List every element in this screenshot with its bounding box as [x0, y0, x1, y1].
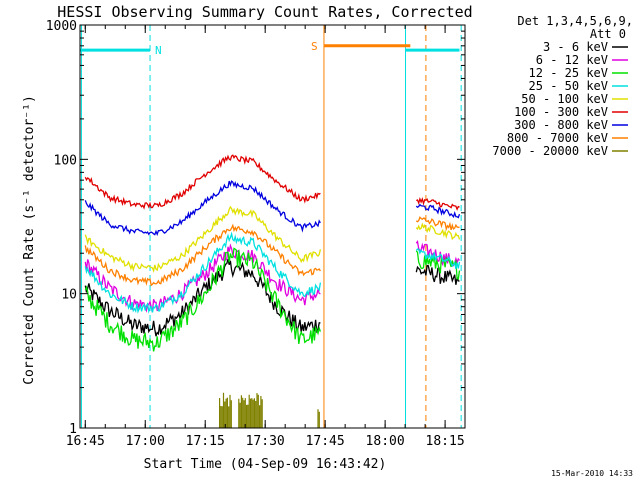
legend-label-7: 800 - 7000 keV [507, 131, 608, 145]
series-line-4-seg-0 [84, 205, 322, 273]
series-line-3-seg-0 [84, 231, 322, 314]
x-tick-label-6: 18:15 [426, 434, 465, 449]
series-line-3-seg-1 [415, 248, 461, 270]
legend-label-0: 3 - 6 keV [543, 40, 608, 54]
series-line-0-seg-0 [84, 259, 321, 337]
plot-timestamp: 15-Mar-2010 14:33 [551, 469, 633, 478]
y-tick-label-3: 1000 [46, 19, 77, 34]
x-tick-label-0: 16:45 [66, 434, 105, 449]
series-line-2-seg-0 [84, 247, 322, 352]
x-tick-label-2: 17:15 [186, 434, 225, 449]
axes: 16:45 17:00 17:15 17:30 17:45 18:00 18:15 1 10 10… [46, 19, 466, 449]
series-line-0-seg-1 [415, 264, 460, 285]
y-tick-label-0: 1 [69, 422, 77, 437]
orbit-label-1: S [311, 40, 318, 53]
legend-label-4: 50 - 100 keV [521, 92, 608, 106]
series-line-5-seg-1 [416, 196, 460, 211]
orbit-label-0: N [155, 44, 162, 57]
series-line-6-seg-0 [84, 180, 321, 237]
x-axis-label: Start Time (04-Sep-09 16:43:42) [144, 457, 387, 472]
y-tick-label-2: 100 [54, 153, 77, 168]
y-axis-label: Corrected Count Rate (s⁻¹ detector⁻¹) [22, 95, 37, 385]
plot-frame [79, 24, 466, 429]
series-line-7-seg-0 [84, 223, 321, 287]
x-tick-label-4: 17:45 [306, 434, 345, 449]
legend-header-line1: Det 1,3,4,5,6,9, [517, 14, 633, 28]
chart-title: HESSI Observing Summary Count Rates, Cor… [57, 3, 472, 21]
legend-label-6: 300 - 800 keV [514, 118, 608, 132]
legend-label-2: 12 - 25 keV [529, 66, 608, 80]
legend-header-line2: Att 0 [590, 27, 626, 41]
series-line-2-seg-1 [415, 250, 461, 280]
y-tick-label-1: 10 [61, 288, 77, 303]
x-tick-label-1: 17:00 [126, 434, 165, 449]
x-tick-label-5: 18:00 [366, 434, 405, 449]
series-line-6-seg-1 [415, 203, 461, 219]
series-line-1-seg-0 [84, 243, 321, 313]
x-tick-label-3: 17:30 [246, 434, 285, 449]
legend-label-5: 100 - 300 keV [514, 105, 608, 119]
series-line-4-seg-1 [415, 222, 461, 241]
burst-1 [238, 393, 263, 428]
series-line-5-seg-0 [84, 154, 321, 210]
series-group [84, 154, 461, 428]
burst-2 [317, 409, 320, 428]
burst-0 [219, 392, 232, 428]
legend-label-3: 25 - 50 keV [529, 79, 608, 93]
series-line-7-seg-1 [415, 216, 460, 232]
legend-label-8: 7000 - 20000 keV [492, 144, 608, 158]
legend-label-1: 6 - 12 keV [536, 53, 608, 67]
